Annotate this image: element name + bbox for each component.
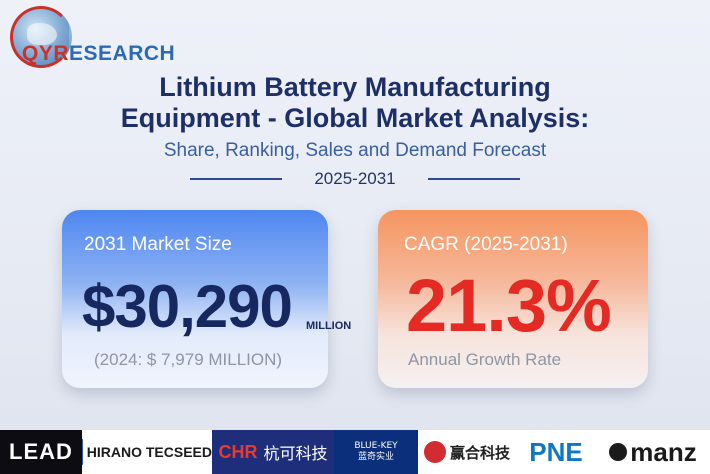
hirano-mark-icon	[82, 439, 83, 465]
yinghe-mark-icon	[423, 441, 446, 463]
manz-logo: manz	[596, 430, 710, 474]
cagr-card: CAGR (2025-2031) 21.3% Annual Growth Rat…	[378, 210, 648, 388]
chr-logo: CHR 杭可科技	[212, 430, 334, 474]
page-title-line2: Equipment - Global Market Analysis:	[120, 103, 590, 133]
globe-icon	[10, 6, 72, 68]
divider-left	[190, 178, 282, 180]
cagr-label: CAGR (2025-2031)	[404, 234, 568, 255]
cagr-value: 21.3%	[406, 264, 612, 347]
divider-right	[428, 178, 520, 180]
logo-text: QYRESEARCH	[22, 42, 176, 65]
page-subtitle: Share, Ranking, Sales and Demand Forecas…	[163, 140, 547, 161]
market-size-value: $30,290	[82, 273, 293, 340]
pne-logo: PNE	[516, 430, 596, 474]
yinghe-logo: 赢合科技	[418, 430, 516, 474]
market-size-baseline: (2024: $ 7,979 MILLION)	[94, 350, 283, 369]
forecast-years: 2025-2031	[314, 169, 396, 188]
blue-key-logo: BLUE-KEY 蓝奇实业	[334, 430, 418, 474]
market-size-card: 2031 Market Size $30,290 MILLION (2024: …	[62, 210, 351, 388]
partner-logo-strip: LEAD HIRANO TECSEED CHR 杭可科技 BLUE-KEY 蓝奇实业…	[0, 430, 710, 474]
market-size-label: 2031 Market Size	[84, 234, 232, 255]
lead-logo: LEAD	[0, 430, 82, 474]
cagr-caption: Annual Growth Rate	[408, 350, 562, 369]
manz-mark-icon	[609, 443, 628, 461]
qyresearch-logo: QYRESEARCH	[8, 6, 198, 76]
hirano-tecseed-logo: HIRANO TECSEED	[82, 430, 212, 474]
market-size-unit: MILLION	[306, 320, 352, 332]
page-title-line1: Lithium Battery Manufacturing	[159, 72, 551, 102]
forecast-years-row: 2025-2031	[190, 168, 520, 190]
